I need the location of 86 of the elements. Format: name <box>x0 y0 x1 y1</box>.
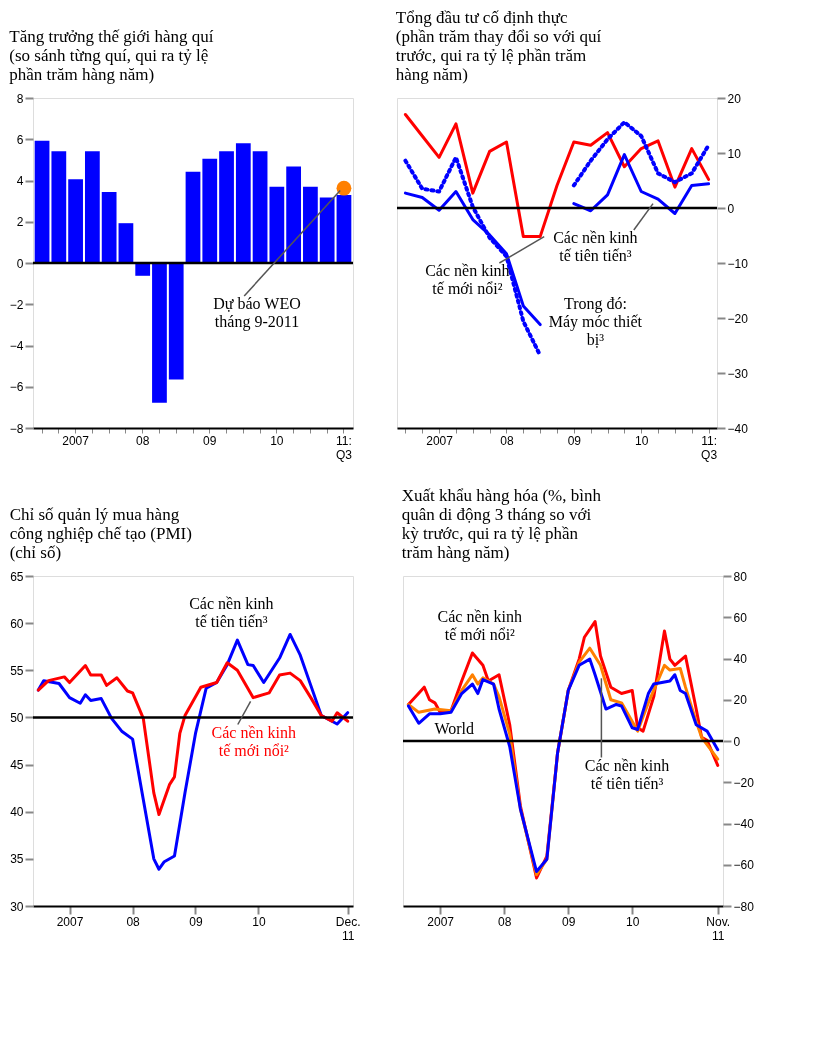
chart-title: Tổng đầu tư cố định thực (phần trăm thay đổi so với quí trước, qui ra tỷ lệ phần trăm hàng năm) <box>395 8 602 84</box>
y2-tick-label: −10 <box>727 256 749 271</box>
x-tick-label: 09 <box>562 914 576 929</box>
x-tick-label: 08 <box>126 914 141 929</box>
series-label: Các nền kinh tế mới nổi² <box>211 723 297 759</box>
y-tick-label: 65 <box>10 569 24 584</box>
y-tick-label: −6 <box>9 380 24 395</box>
bar <box>269 186 285 263</box>
x-tick-label: Dec. 11 <box>335 914 361 943</box>
y2-tick-label: −60 <box>733 858 755 873</box>
series-label: Các nền kinh tế tiên tiến³ <box>584 756 670 792</box>
series-label: Các nền kinh tế tiên tiến³ <box>189 594 274 630</box>
y2-tick-label: −30 <box>727 366 749 381</box>
bar <box>286 166 302 263</box>
y2-tick-label: −40 <box>733 817 755 831</box>
y2-tick-label: 40 <box>733 652 748 666</box>
y2-tick-label: −20 <box>733 775 755 790</box>
y2-tick-label: 20 <box>727 91 742 106</box>
bar <box>252 151 268 263</box>
x-tick-label: 11: Q3 <box>335 433 353 462</box>
y-tick-label: 6 <box>16 132 24 147</box>
x-tick-label: 2007 <box>56 914 84 929</box>
bar <box>202 158 218 263</box>
y-tick-label: 50 <box>10 710 24 725</box>
annotation: Dự báo WEO tháng 9-2011 <box>213 295 301 331</box>
x-tick-label: 10 <box>270 433 284 448</box>
y2-tick-label: 0 <box>733 734 741 749</box>
text: Các nền kinh tế tiên tiến³ <box>553 229 638 264</box>
y2-tick-label: 10 <box>727 146 742 161</box>
x-tick-label: 2007 <box>62 433 90 448</box>
x-tick-label: 10 <box>626 914 640 929</box>
chart-title: Chỉ số quản lý mua hàng công nghiệp chế tạo (PMI) (chỉ số) <box>9 505 192 562</box>
x-tick-label: 11: Q3 <box>701 433 718 462</box>
series-label: Các nền kinh tế mới nổi² <box>425 262 510 297</box>
y2-tick-label: −40 <box>727 421 749 436</box>
bar <box>168 263 184 380</box>
x-tick-label: 2007 <box>427 914 455 929</box>
y2-tick-label: 20 <box>733 693 748 708</box>
y-tick-label: 40 <box>10 805 24 820</box>
y-tick-label: 30 <box>10 899 24 914</box>
x-tick-label: 09 <box>189 914 203 929</box>
y2-tick-label: −20 <box>727 311 749 326</box>
y-tick-label: 55 <box>10 663 24 678</box>
x-tick-label: 09 <box>567 433 582 448</box>
bar <box>84 151 100 263</box>
y-tick-label: 45 <box>10 758 24 773</box>
bar <box>219 151 234 263</box>
y-tick-label: 4 <box>16 174 24 188</box>
y-tick-label: −2 <box>9 297 24 312</box>
x-tick-label: 08 <box>500 433 514 448</box>
y-tick-label: −8 <box>9 421 24 436</box>
bar <box>152 263 167 403</box>
bar <box>185 171 201 263</box>
y-tick-label: 8 <box>16 91 24 106</box>
chart-title: Xuất khẩu hàng hóa (%, bình quân di động 3 tháng so với kỳ trước, qui ra tỷ lệ phần trăm hàng năm) <box>401 486 602 562</box>
y2-tick-label: 0 <box>727 201 735 216</box>
x-tick-label: 10 <box>252 914 266 929</box>
bar <box>235 143 251 263</box>
x-tick-label: 10 <box>635 433 649 448</box>
series-label: Trong đó: Máy móc thiết bị³ <box>548 295 643 348</box>
x-tick-label: 08 <box>136 433 150 448</box>
x-tick-label: 2007 <box>426 433 454 448</box>
y2-tick-label: 80 <box>733 569 748 584</box>
x-tick-label: Nov. 11 <box>706 914 731 943</box>
y-tick-label: −4 <box>9 339 24 353</box>
bar <box>68 179 83 263</box>
x-tick-label: 08 <box>498 914 512 929</box>
y2-tick-label: −80 <box>733 899 755 914</box>
bar <box>34 140 50 263</box>
bar <box>135 263 151 276</box>
bar <box>336 194 352 263</box>
y2-tick-label: 60 <box>733 610 748 625</box>
y-tick-label: 2 <box>16 215 24 230</box>
chart-title: Tăng trưởng thế giới hàng quí (so sánh từng quí, qui ra tỷ lệ phần trăm hàng năm) <box>9 27 214 84</box>
x-tick-label: 09 <box>203 433 217 448</box>
bar <box>319 197 335 263</box>
bar <box>101 192 117 263</box>
bar <box>51 151 67 263</box>
y-tick-label: 35 <box>10 852 24 867</box>
series-label: Các nền kinh tế mới nổi² <box>437 608 523 643</box>
bar <box>118 223 134 263</box>
bar <box>303 186 318 263</box>
y-tick-label: 60 <box>10 616 24 631</box>
series-label: World <box>434 720 474 738</box>
line-series <box>36 661 350 817</box>
y-tick-label: 0 <box>16 256 24 271</box>
